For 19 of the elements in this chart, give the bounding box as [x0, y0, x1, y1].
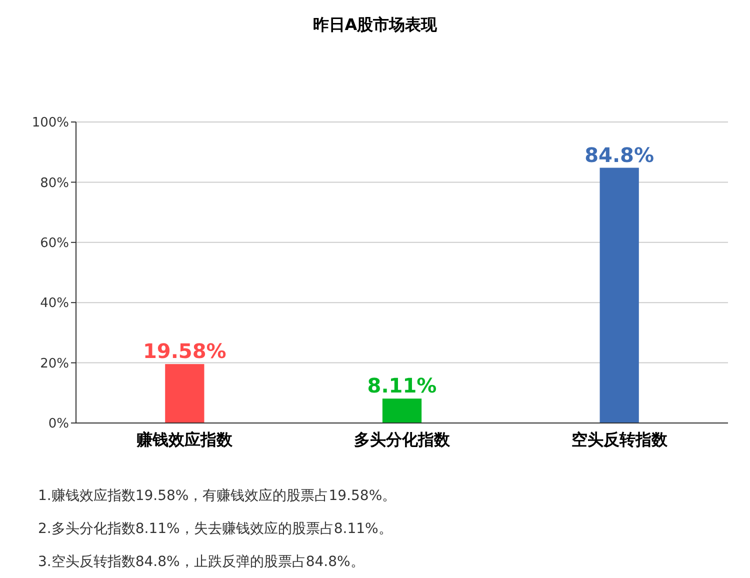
bar — [600, 168, 639, 423]
x-tick-label: 赚钱效应指数 — [136, 430, 234, 449]
y-tick-label: 80% — [40, 176, 69, 191]
bar — [165, 364, 204, 423]
text: 2.多头分化指数8.11%，失去赚钱效应的股票占8.11%。 — [38, 521, 392, 537]
y-tick-label: 40% — [40, 296, 69, 312]
data-label: 8.11% — [367, 374, 437, 398]
chart-title: 昨日A股市场表现 — [312, 15, 438, 34]
text: 3.空头反转指数84.8%，止跌反弹的股票占84.8%。 — [38, 554, 364, 570]
y-tick-label: 20% — [40, 356, 69, 372]
y-tick-label: 0% — [48, 416, 69, 432]
x-tick-label: 多头分化指数 — [354, 430, 451, 449]
y-tick-label: 60% — [40, 236, 69, 251]
data-label: 84.8% — [584, 142, 654, 167]
bar — [382, 398, 422, 423]
x-tick-label: 空头反转指数 — [571, 430, 668, 449]
text: 1.赚钱效应指数19.58%，有赚钱效应的股票占19.58%。 — [38, 488, 396, 504]
data-label: 19.58% — [143, 339, 226, 364]
y-tick-label: 100% — [32, 116, 69, 131]
